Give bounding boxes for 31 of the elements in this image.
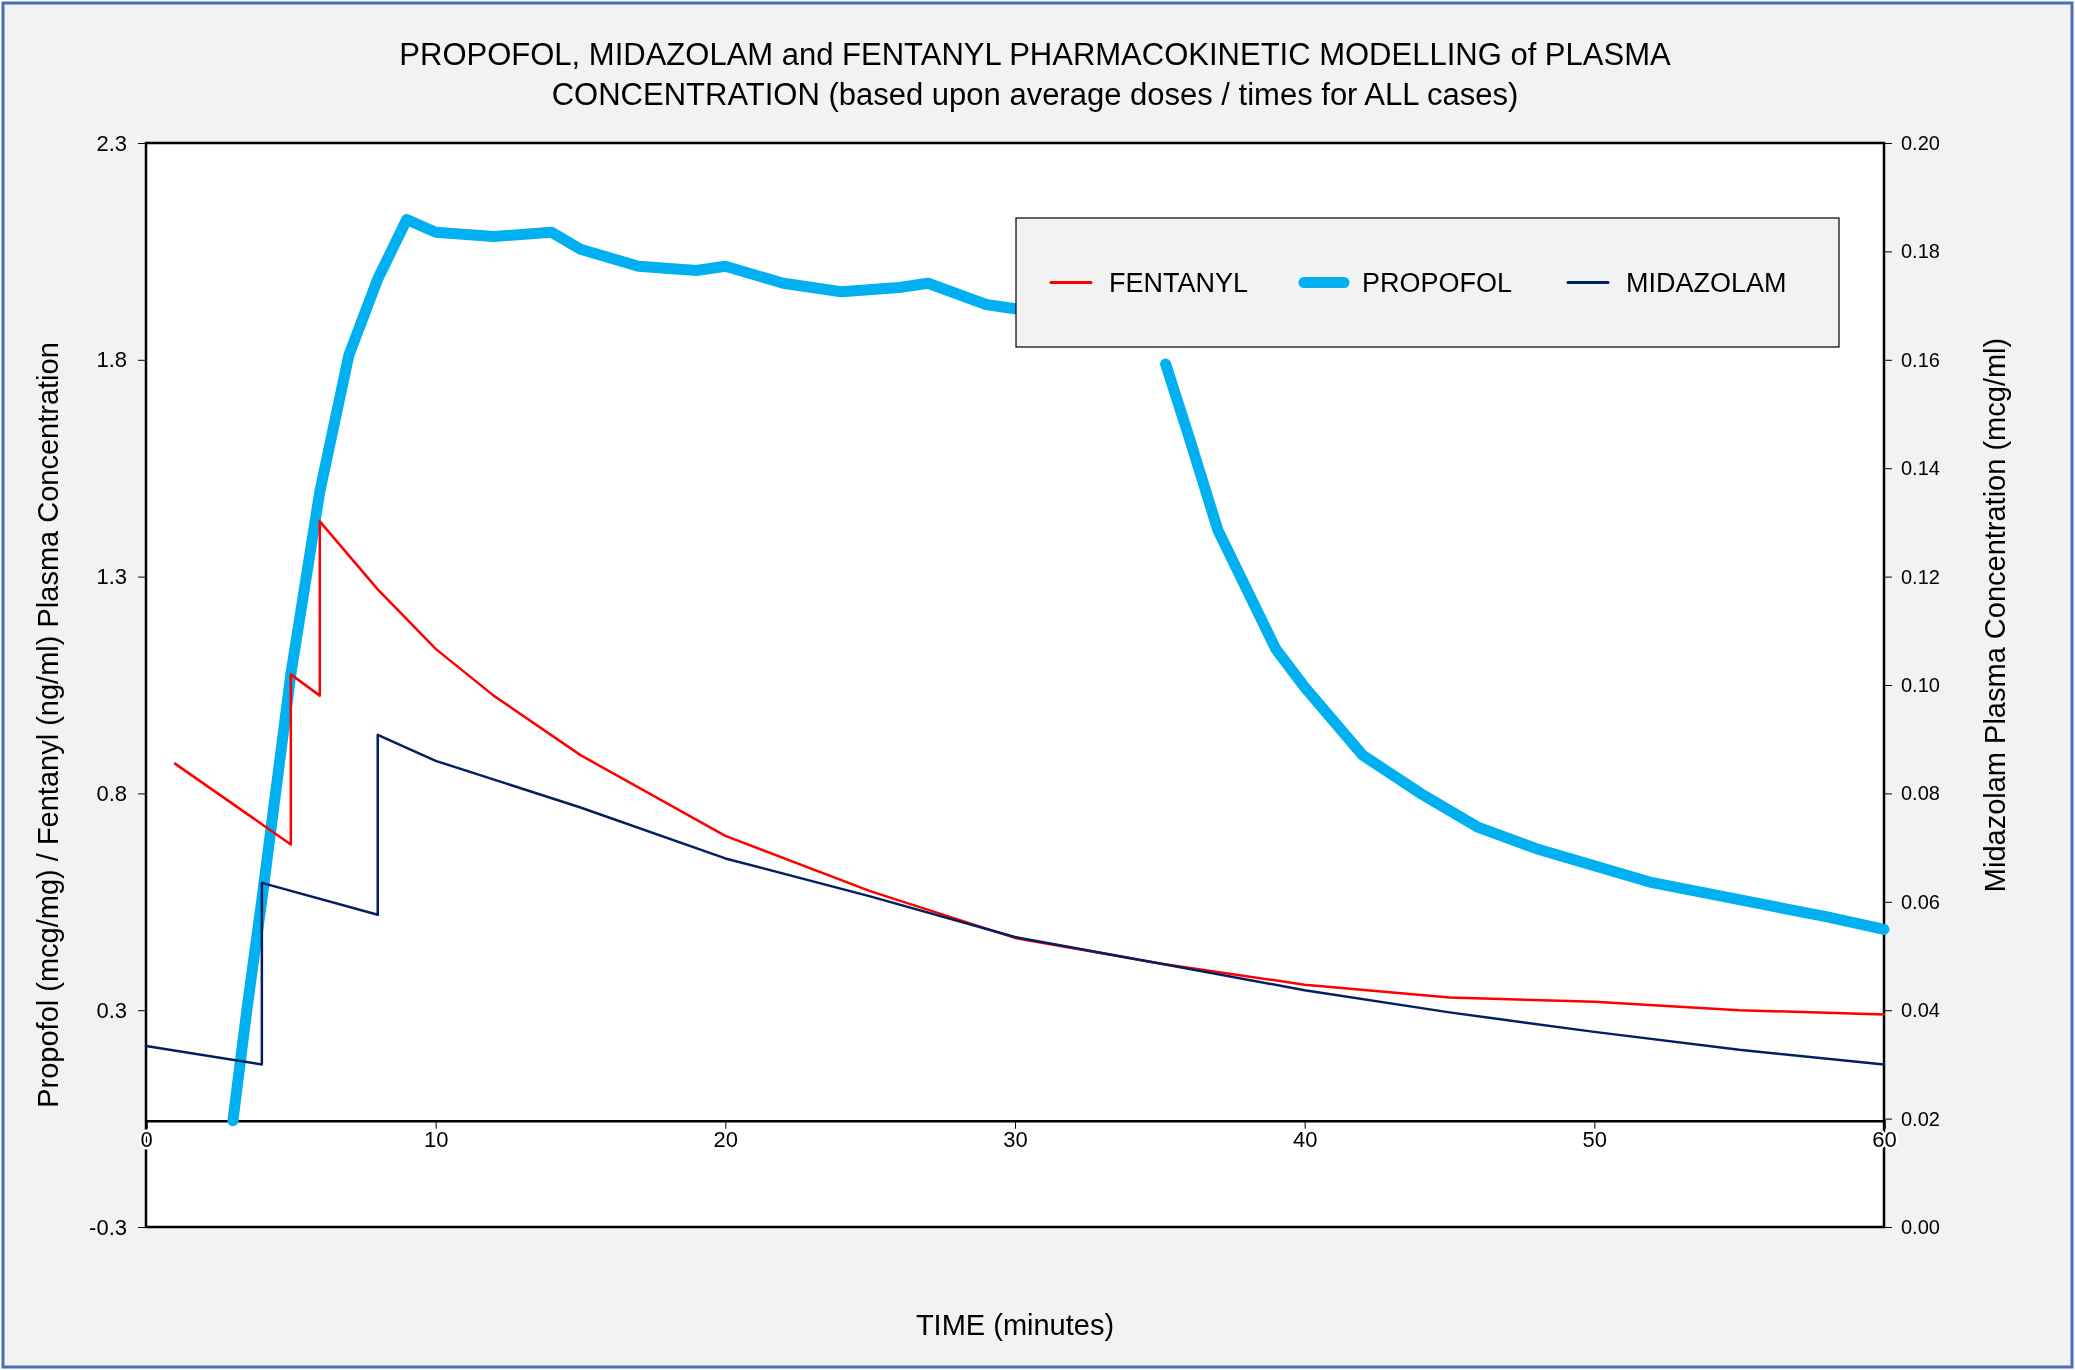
x-tick-label: 40 <box>1292 1127 1318 1153</box>
x-tick-label: 10 <box>423 1127 449 1153</box>
y-tick-label: 1.8 <box>96 347 127 373</box>
y2-axis-title: Midazolam Plasma Concentration (mcg/ml) <box>1979 337 2011 893</box>
y2-tick-label: 0.20 <box>1901 131 1940 154</box>
y2-tick-label: 0.18 <box>1901 240 1940 263</box>
y-axis-title: Propofol (mcg/mg) / Fentanyl (ng/ml) Plasma Concentration <box>32 342 64 1108</box>
x-tick-label: 50 <box>1582 1127 1608 1153</box>
y2-tick-label: 0.08 <box>1901 782 1940 805</box>
chart-title: PROPOFOL, MIDAZOLAM and FENTANYL PHARMACOKINETIC MODELLING of PLASMA CONCENTRATION (based upon average doses / times for ALL cases) <box>399 37 1671 112</box>
x-tick-label: 20 <box>713 1127 739 1153</box>
y2-tick-label: 0.06 <box>1901 890 1940 913</box>
y-tick-label: -0.3 <box>89 1214 127 1240</box>
line-series <box>173 520 1886 1016</box>
x-axis-title: TIME (minutes) <box>915 1309 1115 1341</box>
y2-tick-label: 0.02 <box>1901 1107 1940 1130</box>
line-series <box>144 733 1886 1066</box>
y2-tick-label: 0.10 <box>1901 673 1940 696</box>
y2-tick-label: 0.00 <box>1901 1215 1940 1238</box>
y2-tick-label: 0.14 <box>1901 457 1940 480</box>
legend-label: PROPOFOL <box>1362 267 1513 298</box>
y2-tick-label: 0.12 <box>1901 565 1940 588</box>
legend-label: MIDAZOLAM <box>1626 267 1787 298</box>
y2-tick-label: 0.04 <box>1901 999 1940 1022</box>
y-tick-label: 1.3 <box>96 564 127 590</box>
legend-label: FENTANYL <box>1109 267 1249 298</box>
y-tick-label: 0.3 <box>96 997 127 1023</box>
y2-tick-label: 0.16 <box>1901 348 1940 371</box>
y-tick-label: 2.3 <box>96 130 127 156</box>
y-tick-label: 0.8 <box>96 780 127 806</box>
x-tick-label: 30 <box>1003 1127 1028 1153</box>
